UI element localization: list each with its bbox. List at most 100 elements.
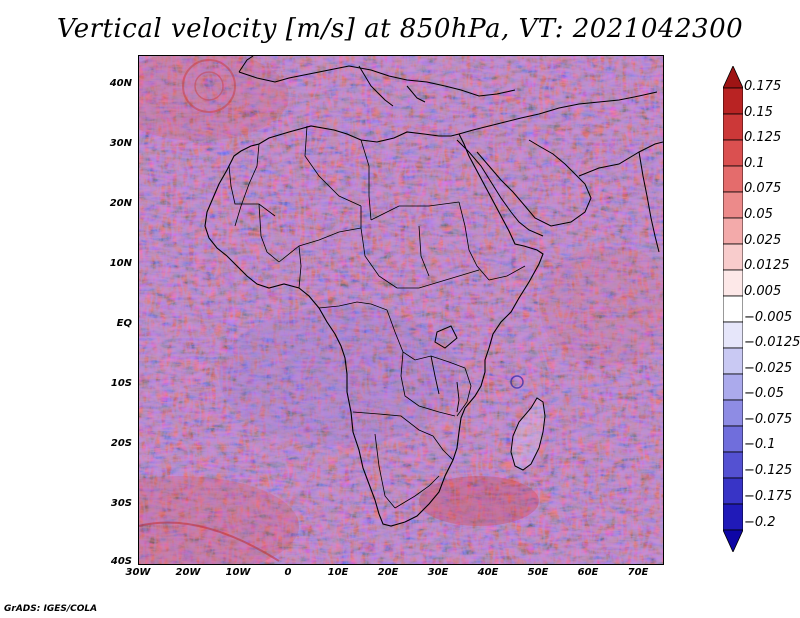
south-atlantic-front <box>139 521 280 562</box>
lat-tick-20s: 20S <box>110 438 132 449</box>
lat-tick-20n: 20N <box>109 198 132 209</box>
ascent-region-north-atlantic <box>139 56 289 141</box>
colorbar-label-8: 0.005 <box>744 284 782 299</box>
chart-title: Vertical velocity [m/s] at 850hPa, VT: 2… <box>56 14 744 44</box>
colorbar-segment <box>723 113 743 141</box>
border-angola-namibia <box>352 411 434 437</box>
colorbar-segment <box>723 87 743 115</box>
colorbar-segment <box>723 451 743 479</box>
border-drc-south <box>400 351 456 417</box>
iberia-coast <box>238 56 254 73</box>
colorbar-segment <box>723 373 743 401</box>
descent-region-central <box>219 306 459 446</box>
border-drc-north <box>386 309 466 369</box>
lon-tick-30e: 30E <box>427 567 449 578</box>
colorbar-label-4: 0.075 <box>744 181 782 196</box>
grads-credit: GrADS: IGES/COLA <box>4 604 98 614</box>
colorbar-top-arrow <box>723 66 743 89</box>
border-gulf-guinea <box>318 301 388 311</box>
colorbar-segment <box>723 347 743 375</box>
border-tanzania <box>456 367 472 417</box>
border-sahel <box>278 227 362 263</box>
colorbar-segment <box>723 165 743 193</box>
border-algeria-libya <box>304 125 362 207</box>
colorbar-label-7: 0.0125 <box>744 258 790 273</box>
colorbar-label-12: −0.05 <box>744 386 784 401</box>
colorbar-label-1: 0.15 <box>744 105 773 120</box>
lat-tick-40n: 40N <box>109 78 132 89</box>
lon-tick-40e: 40E <box>477 567 499 578</box>
colorbar-label-14: −0.1 <box>744 437 776 452</box>
southern-europe-coast <box>238 65 516 97</box>
colorbar-label-16: −0.175 <box>744 489 793 504</box>
lon-tick-50e: 50E <box>527 567 549 578</box>
lon-tick-30w: 30W <box>125 567 151 578</box>
cyclone-north-madagascar <box>510 375 524 389</box>
italy-coast <box>358 65 394 107</box>
lon-tick-10w: 10W <box>225 567 251 578</box>
border-mali <box>258 203 280 263</box>
north-atlantic-vortex <box>182 59 236 113</box>
border-libya-egypt <box>360 139 372 221</box>
lat-tick-10s: 10S <box>110 378 132 389</box>
colorbar-segment <box>723 139 743 167</box>
border-south-africa <box>394 475 440 509</box>
colorbar-label-5: 0.05 <box>744 207 773 222</box>
lat-tick-10n: 10N <box>109 258 132 269</box>
lat-tick-30n: 30N <box>109 138 132 149</box>
colorbar-label-9: −0.005 <box>744 310 793 325</box>
border-mozambique <box>432 435 454 461</box>
colorbar-label-11: −0.025 <box>744 361 793 376</box>
colorbar-segment <box>723 399 743 427</box>
madagascar <box>510 397 546 471</box>
border-car-sudan <box>397 269 480 289</box>
colorbar-segment <box>723 191 743 219</box>
border-nigeria-niger <box>298 245 302 289</box>
map-plot <box>139 56 663 564</box>
border-morocco-algeria <box>234 143 260 227</box>
lon-tick-20e: 20E <box>377 567 399 578</box>
colorbar-segment <box>723 243 743 271</box>
colorbar-label-10: −0.0125 <box>744 335 800 350</box>
border-sudan-north <box>370 201 460 221</box>
lon-tick-60e: 60E <box>577 567 599 578</box>
colorbar-label-0: 0.175 <box>744 79 782 94</box>
border-namibia-botswana <box>374 433 396 509</box>
lon-tick-0: 0 <box>284 567 292 578</box>
country-borders <box>228 125 526 509</box>
colorbar-label-17: −0.2 <box>744 515 776 530</box>
colorbar-segment <box>723 295 743 323</box>
north-atlantic-vortex-inner <box>194 71 224 101</box>
lon-tick-10e: 10E <box>327 567 349 578</box>
border-chad <box>360 206 398 289</box>
lat-tick-30s: 30S <box>110 498 132 509</box>
greece-coast <box>406 85 426 103</box>
colorbar-label-2: 0.125 <box>744 130 782 145</box>
colorbar-segment <box>723 217 743 245</box>
ascent-region-south-africa-coast <box>419 476 539 526</box>
colorbar-bottom-arrow <box>723 529 743 552</box>
lat-tick-40s: 40S <box>110 556 132 567</box>
descent-streaks <box>139 56 663 564</box>
colorbar-segment <box>723 425 743 453</box>
map-panel <box>138 55 664 565</box>
border-sudan-interior <box>418 225 430 277</box>
colorbar-label-15: −0.125 <box>744 463 793 478</box>
colorbar-label-6: 0.025 <box>744 233 782 248</box>
border-somalia <box>488 265 526 281</box>
border-ethiopia <box>458 201 490 281</box>
red-sea-coast <box>456 139 544 237</box>
ascent-region-south-atlantic <box>139 476 299 564</box>
africa-coastline <box>204 125 544 527</box>
lat-tick-eq: EQ <box>116 318 132 329</box>
colorbar-segment <box>723 477 743 505</box>
colorbar <box>723 66 743 552</box>
colorbar-segment <box>723 503 743 531</box>
lake-victoria <box>434 325 458 349</box>
colorbar-label-13: −0.075 <box>744 412 793 427</box>
india-west-coast <box>638 151 660 253</box>
middle-east-coast <box>458 91 658 135</box>
iran-pakistan-coast <box>578 141 663 177</box>
border-mauritania <box>228 165 276 217</box>
colorbar-segment <box>723 321 743 349</box>
